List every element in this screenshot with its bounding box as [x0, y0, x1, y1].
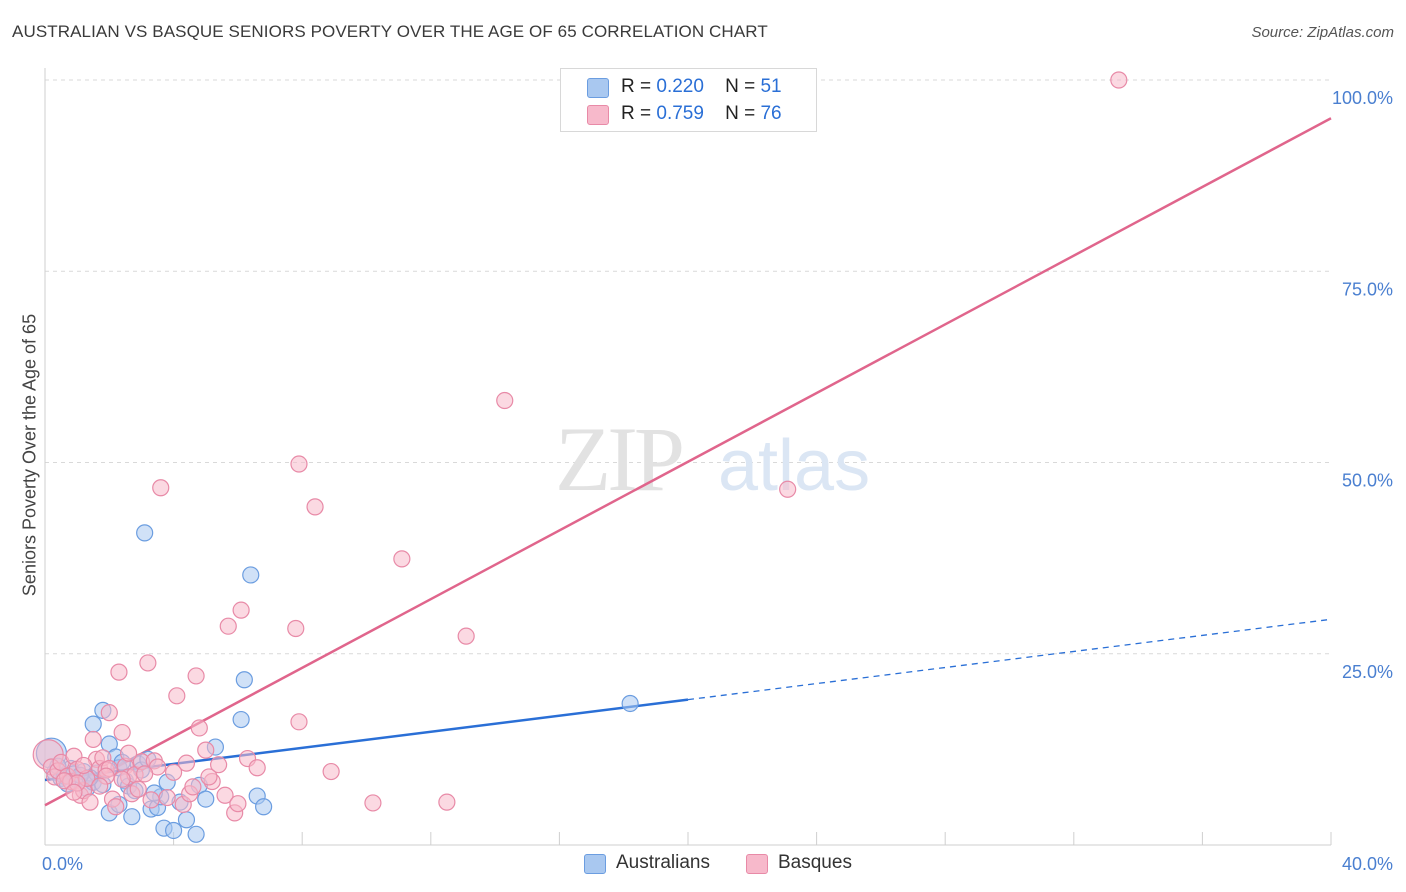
legend-n-label: N = [725, 103, 756, 124]
gridlines [45, 79, 1331, 655]
australians-point [187, 825, 205, 843]
watermark-zip: ZIP [555, 408, 682, 510]
australians-point [84, 715, 102, 733]
y-tick-label: 50.0% [1342, 471, 1393, 491]
basques-point [364, 794, 382, 812]
australians-point [136, 524, 154, 542]
basques-point [457, 627, 475, 645]
basques-point [142, 791, 160, 809]
chart-title: AUSTRALIAN VS BASQUE SENIORS POVERTY OVE… [12, 22, 768, 41]
basques-points [32, 71, 1128, 822]
basques-point [129, 780, 147, 798]
basques-point [113, 770, 131, 788]
basques-point [184, 778, 202, 796]
legend-n-value: 76 [760, 103, 782, 124]
australians-point [232, 710, 250, 729]
australians-point [197, 790, 215, 808]
basques-point [119, 744, 138, 762]
basques-swatch [746, 854, 768, 874]
basques-point [290, 713, 308, 731]
x-tick-label: 0.0% [42, 854, 83, 874]
basques-point [152, 479, 170, 497]
basques-point [779, 480, 797, 498]
australians-swatch [587, 78, 609, 98]
basques-point [393, 550, 411, 568]
basques-point [210, 756, 228, 774]
legend-n-label: N = [725, 76, 756, 97]
basques-point [110, 663, 128, 681]
y-tick-label: 100.0% [1332, 88, 1393, 108]
basques-label: Basques [778, 852, 852, 873]
basques-point [197, 741, 215, 759]
legend-r-value: 0.759 [656, 103, 704, 124]
australians-point [621, 694, 639, 713]
basques-point [65, 783, 83, 801]
australians-trend-line-extension [687, 618, 1332, 701]
australians-point [165, 821, 183, 840]
basques-point [306, 498, 324, 516]
series-legend: Australians Basques [584, 852, 884, 876]
basques-point [438, 793, 456, 811]
axes [44, 68, 1332, 846]
basques-point [136, 765, 154, 783]
basques-swatch [587, 105, 609, 125]
y-tick-label: 25.0% [1342, 662, 1393, 682]
basques-point [158, 788, 176, 807]
legend-n-value: 51 [760, 76, 782, 97]
australians-point [123, 808, 141, 826]
basques-point [1110, 71, 1128, 89]
basques-point [139, 654, 157, 672]
basques-point [322, 762, 340, 781]
basques-point [496, 391, 514, 410]
legend-r-value: 0.220 [656, 76, 704, 97]
basques-point [74, 756, 93, 775]
australians-swatch [584, 854, 606, 874]
y-axis-label: Seniors Poverty Over the Age of 65 [19, 313, 40, 597]
basques-point [229, 795, 247, 813]
basques-point [232, 601, 250, 619]
basques-point [187, 667, 205, 685]
x-tick-label: 40.0% [1342, 854, 1393, 874]
basques-point [55, 772, 73, 790]
basques-point [190, 719, 208, 737]
legend-r-label: R = [621, 103, 652, 124]
basques-point [81, 793, 99, 811]
basques-point [113, 723, 131, 742]
basques-point [219, 617, 237, 635]
trend-lines [44, 117, 1332, 807]
tick-labels: 25.0% 50.0% 75.0% 100.0% 0.0% 40.0% [42, 88, 1393, 874]
australians-point [255, 798, 273, 816]
basques-point [177, 754, 196, 772]
basques-trend-line [44, 117, 1332, 807]
basques-point [216, 786, 234, 804]
basques-point [168, 687, 186, 705]
basques-point [84, 730, 102, 749]
australians-label: Australians [616, 852, 710, 873]
basques-point [91, 777, 109, 795]
australians-point [242, 566, 260, 584]
basques-point [200, 768, 218, 786]
source-label: Source: ZipAtlas.com [1251, 24, 1394, 41]
basques-point [248, 759, 266, 777]
basques-point [107, 798, 125, 816]
legend-r-label: R = [621, 76, 652, 97]
basques-point [165, 763, 183, 781]
y-tick-label: 75.0% [1342, 279, 1393, 299]
basques-point [290, 455, 308, 473]
australians-point [235, 671, 253, 689]
basques-point [287, 619, 305, 638]
australians-point [177, 811, 196, 829]
correlation-legend: R = 0.220 N = 51 R = 0.759 N = 76 [560, 68, 817, 132]
basques-point [100, 704, 118, 722]
